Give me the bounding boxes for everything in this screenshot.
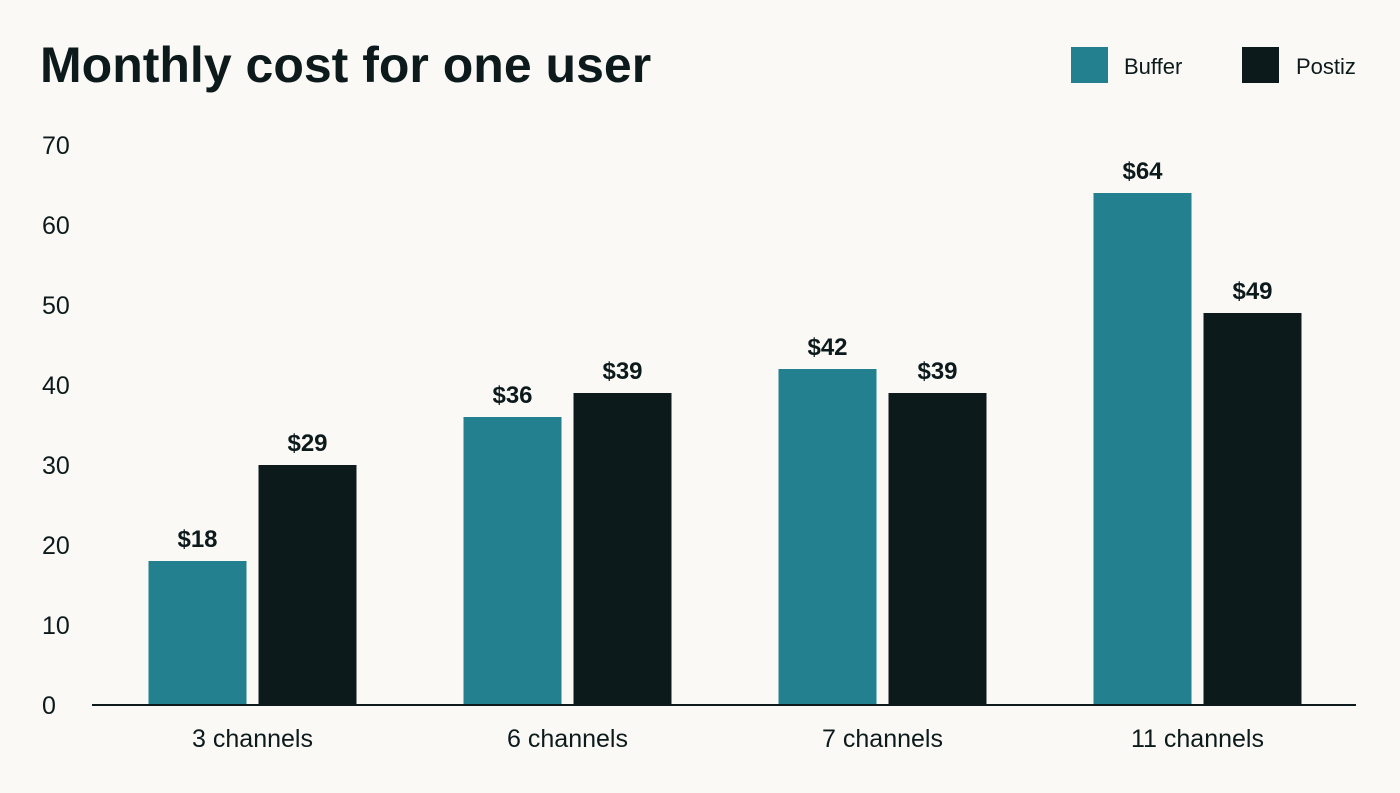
y-tick-label: 40: [42, 372, 70, 400]
bars: [148, 193, 1302, 705]
legend-swatch-buffer: [1071, 47, 1108, 83]
bar-postiz-3: [888, 393, 987, 705]
y-tick-label: 60: [42, 212, 70, 240]
bar-buffer-2: [463, 417, 562, 705]
x-axis: 3 channels 6 channels 7 channels 11 channel…: [192, 725, 1264, 753]
x-tick-label: 3 channels: [192, 725, 313, 753]
x-tick-label: 7 channels: [822, 725, 943, 753]
legend-label-buffer: Buffer: [1124, 54, 1182, 79]
data-label-buffer-2: $36: [492, 382, 532, 409]
data-label-buffer-1: $18: [177, 526, 217, 553]
data-label-postiz-2: $39: [602, 358, 642, 385]
legend: Buffer Postiz: [1071, 47, 1356, 83]
legend-label-postiz: Postiz: [1296, 54, 1356, 79]
bar-buffer-3: [778, 369, 877, 705]
x-tick-label: 6 channels: [507, 725, 628, 753]
bar-postiz-1: [258, 465, 357, 705]
y-tick-label: 30: [42, 452, 70, 480]
y-tick-label: 10: [42, 612, 70, 640]
y-tick-label: 0: [42, 692, 56, 720]
legend-swatch-postiz: [1242, 47, 1279, 83]
bar-buffer-1: [148, 561, 247, 705]
data-labels: $18 $29 $36 $39 $42 $39 $64 $49: [177, 158, 1272, 553]
bar-postiz-2: [573, 393, 672, 705]
x-tick-label: 11 channels: [1131, 725, 1264, 753]
y-axis: 0 10 20 30 40 50 60 70: [42, 132, 70, 720]
y-tick-label: 20: [42, 532, 70, 560]
bar-postiz-4: [1203, 313, 1302, 705]
data-label-postiz-4: $49: [1232, 278, 1272, 305]
data-label-buffer-4: $64: [1122, 158, 1163, 185]
data-label-buffer-3: $42: [807, 334, 847, 361]
data-label-postiz-1: $29: [287, 430, 327, 457]
bar-buffer-4: [1093, 193, 1192, 705]
data-label-postiz-3: $39: [917, 358, 957, 385]
chart-title: Monthly cost for one user: [40, 37, 651, 93]
y-tick-label: 50: [42, 292, 70, 320]
y-tick-label: 70: [42, 132, 70, 160]
